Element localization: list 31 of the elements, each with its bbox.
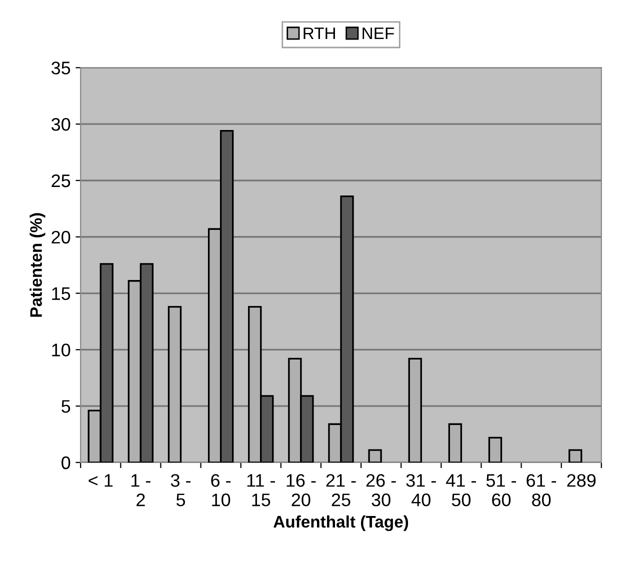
bar: [408, 358, 422, 462]
y-tick-label: 35: [51, 62, 70, 74]
x-tick-label: 289: [567, 474, 596, 487]
y-tick-label: 25: [52, 174, 70, 188]
x-tick-label: 1 - 2: [132, 474, 150, 506]
x-tick-label: 41 - 50: [446, 474, 476, 506]
x-tick-label: 3 - 5: [170, 474, 190, 506]
x-axis-title: Aufenthalt (Tage): [274, 515, 408, 532]
bar: [168, 306, 182, 462]
y-tick-label: 20: [52, 230, 70, 244]
bar: [368, 449, 382, 462]
x-tick-label: < 1: [88, 474, 113, 487]
x-tick-label: 31 - 40: [406, 474, 436, 506]
legend-label: RTH: [304, 28, 335, 40]
x-tick-label: 51 - 60: [486, 474, 516, 506]
x-tick-label: 16 - 20: [286, 474, 316, 506]
y-tick-label: 10: [52, 344, 70, 356]
bar: [488, 436, 502, 462]
x-tick-label: 61 - 80: [526, 474, 556, 506]
x-tick-label: 6 - 10: [211, 474, 231, 506]
x-tick-label: 26 - 30: [366, 474, 396, 506]
x-tick-label: 11 - 15: [247, 474, 275, 506]
y-tick-label: 0: [62, 456, 70, 470]
y-tick-label: 15: [52, 287, 70, 300]
legend-label: NEF: [362, 28, 394, 40]
x-tick-label: 21 - 25: [326, 474, 356, 506]
y-tick-label: 30: [51, 118, 70, 131]
bar: [568, 449, 582, 462]
y-tick-label: 5: [62, 400, 70, 413]
bar: [448, 423, 462, 462]
y-axis-title: Patienten (%): [30, 213, 46, 317]
